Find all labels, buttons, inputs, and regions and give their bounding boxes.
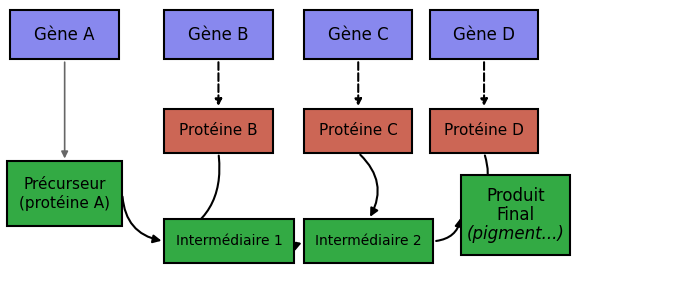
FancyBboxPatch shape	[164, 10, 273, 59]
FancyBboxPatch shape	[304, 10, 412, 59]
FancyBboxPatch shape	[430, 10, 538, 59]
FancyBboxPatch shape	[164, 219, 294, 263]
Text: Gène D: Gène D	[453, 26, 515, 44]
Text: Protéine B: Protéine B	[179, 123, 258, 138]
FancyArrowPatch shape	[482, 62, 487, 104]
Text: Précurseur
(protéine A): Précurseur (protéine A)	[19, 177, 110, 211]
Text: Gène B: Gène B	[188, 26, 249, 44]
FancyBboxPatch shape	[430, 109, 538, 153]
FancyArrowPatch shape	[122, 197, 159, 242]
Text: Protéine C: Protéine C	[319, 123, 398, 138]
FancyBboxPatch shape	[7, 161, 122, 226]
FancyArrowPatch shape	[466, 155, 488, 212]
FancyBboxPatch shape	[304, 219, 433, 263]
Text: Intermédiaire 1: Intermédiaire 1	[175, 234, 282, 248]
FancyBboxPatch shape	[461, 175, 570, 255]
Text: Intermédiaire 2: Intermédiaire 2	[315, 234, 422, 248]
Text: (pigment...): (pigment...)	[466, 225, 565, 243]
Text: Gène A: Gène A	[34, 26, 95, 44]
FancyArrowPatch shape	[360, 155, 377, 215]
FancyArrowPatch shape	[436, 220, 462, 241]
FancyBboxPatch shape	[10, 10, 119, 59]
Text: Produit: Produit	[487, 187, 545, 205]
FancyBboxPatch shape	[164, 109, 273, 153]
FancyArrowPatch shape	[62, 62, 67, 157]
FancyBboxPatch shape	[304, 109, 412, 153]
FancyArrowPatch shape	[169, 156, 219, 240]
FancyArrowPatch shape	[292, 243, 300, 249]
Text: Gène C: Gène C	[328, 26, 389, 44]
Text: Protéine D: Protéine D	[444, 123, 524, 138]
FancyArrowPatch shape	[356, 62, 361, 104]
FancyArrowPatch shape	[216, 62, 221, 104]
Text: Final: Final	[496, 206, 535, 224]
